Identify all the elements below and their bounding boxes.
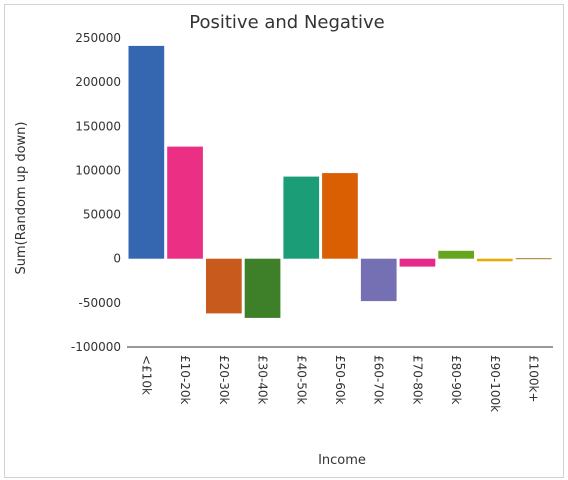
bar[interactable] (167, 146, 203, 259)
x-tick-label: £100k+ (527, 355, 541, 403)
bar[interactable] (244, 258, 281, 318)
y-tick-label: -50000 (78, 296, 121, 310)
y-tick-label: 200000 (75, 75, 121, 89)
bar[interactable] (322, 173, 358, 259)
x-tick-label: <£10k (139, 355, 153, 395)
x-tick-label: £10-20k (178, 355, 192, 405)
x-tick-label: £50-60k (333, 355, 347, 405)
bar[interactable] (477, 258, 513, 262)
x-tick-label: £60-70k (372, 355, 386, 405)
bar[interactable] (128, 45, 165, 259)
bar[interactable] (515, 258, 552, 260)
bar[interactable] (360, 258, 397, 302)
y-tick-label: -100000 (71, 340, 121, 354)
bar[interactable] (438, 250, 474, 259)
y-tick-label: 150000 (75, 119, 121, 133)
bar[interactable] (399, 258, 436, 267)
x-tick-label: £90-100k (488, 355, 502, 412)
bars (128, 45, 552, 318)
y-tick-label: 100000 (75, 163, 121, 177)
x-tick-label: £70-80k (410, 355, 424, 405)
x-tick-label: £40-50k (294, 355, 308, 405)
bar-chart: Positive and Negative -100000 -50000 0 5000… (14, 12, 553, 468)
x-axis-label: Income (318, 453, 366, 468)
chart-title: Positive and Negative (189, 12, 384, 33)
x-tick-label: £20-30k (217, 355, 231, 405)
x-tick-label: £80-90k (449, 355, 463, 405)
bar[interactable] (206, 258, 242, 314)
chart-frame: Positive and Negative -100000 -50000 0 5000… (4, 4, 564, 478)
y-axis-ticks: -100000 -50000 0 50000 100000 150000 200000 250… (71, 31, 121, 354)
bar[interactable] (283, 176, 320, 259)
x-axis-ticks: <£10k £10-20k £20-30k £30-40k £40-50k £50-60k… (139, 355, 540, 412)
y-tick-label: 250000 (75, 31, 121, 45)
x-tick-label: £30-40k (256, 355, 270, 405)
y-axis-label: Sum(Random up down) (14, 122, 29, 275)
y-tick-label: 0 (113, 252, 121, 266)
y-tick-label: 50000 (83, 208, 121, 222)
